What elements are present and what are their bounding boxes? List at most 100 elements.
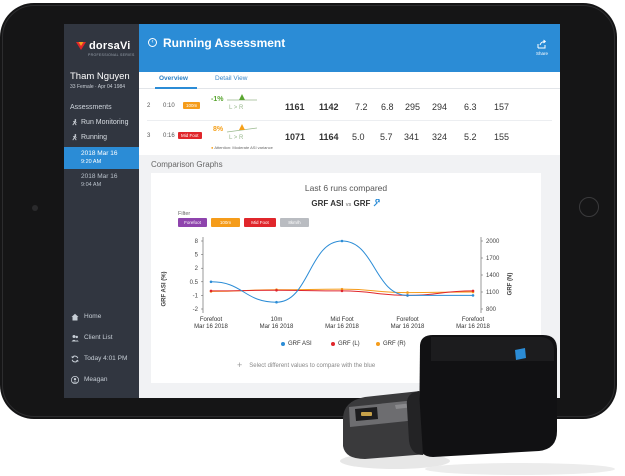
sidebar-item-running[interactable]: Running xyxy=(64,126,139,141)
user-icon xyxy=(71,375,79,384)
legend-dot xyxy=(331,342,335,346)
row-index: 3 xyxy=(147,133,151,139)
cell-value: 295 xyxy=(405,102,421,112)
x-tick-date: Mar 16 2018 xyxy=(391,324,425,330)
compare-hint[interactable]: + Select different values to compare with… xyxy=(237,360,375,370)
lr-indicator: L > R xyxy=(229,105,244,111)
row-divider xyxy=(147,120,552,121)
data-point xyxy=(340,239,344,243)
sidebar-item-run-monitoring[interactable]: Run Monitoring xyxy=(64,111,139,126)
balance-indicator-icon xyxy=(227,94,257,101)
section-title: Comparison Graphs xyxy=(151,160,223,169)
legend-item[interactable]: GRF (L) xyxy=(331,341,360,347)
tab-bar: Overview Detail View xyxy=(139,72,560,89)
run-session-item[interactable]: 2018 Mar 16 9:04 AM xyxy=(64,170,139,192)
chart-title-vs: vs xyxy=(345,202,352,208)
cell-value: 5.2 xyxy=(464,132,477,142)
home-hardware-button[interactable] xyxy=(579,197,599,217)
nav-label: Home xyxy=(84,313,102,320)
nav-client-list[interactable]: Client List xyxy=(64,327,139,348)
x-tick-label: Forefoot xyxy=(200,317,223,323)
back-button[interactable]: ‹ xyxy=(148,38,157,47)
sync-icon xyxy=(71,355,79,362)
chart-subtitle: Last 6 runs compared xyxy=(304,183,388,193)
data-point xyxy=(406,291,409,294)
run-time: 9:20 AM xyxy=(81,159,102,165)
legend-label: GRF (L) xyxy=(338,341,360,347)
legend-dot xyxy=(376,342,380,346)
filter-chip-speed[interactable]: 8km/h xyxy=(280,218,309,227)
asi-percent: -1% xyxy=(211,96,224,103)
run-date: 2018 Mar 16 xyxy=(81,150,118,157)
cell-value: 294 xyxy=(432,102,448,112)
legend-item[interactable]: GRF (R) xyxy=(376,341,406,347)
x-tick-date: Mar 16 2018 xyxy=(456,324,490,330)
camera xyxy=(32,205,38,211)
nav-sync[interactable]: Today 4:01 PM xyxy=(64,348,139,369)
home-icon xyxy=(71,313,79,320)
runner-icon xyxy=(72,134,77,141)
cell-value: 6.8 xyxy=(381,102,394,112)
filter-chip-mid-foot[interactable]: Mid Foot xyxy=(244,218,276,227)
filter-chip-100m[interactable]: 100m xyxy=(211,218,240,227)
tablet-frame: dorsaVi PROFESSIONAL SERIES Tham Nguyen … xyxy=(0,3,617,419)
data-point xyxy=(471,289,475,293)
y-right-tick-label: 1400 xyxy=(486,273,500,279)
share-button[interactable]: Share xyxy=(532,39,552,56)
run-session-item[interactable]: 2018 Mar 16 9:20 AM xyxy=(64,147,139,169)
nav-home[interactable]: Home xyxy=(64,306,139,327)
chart-title-left: GRF ASI xyxy=(311,199,344,208)
brand-name: dorsaVi xyxy=(89,39,131,52)
table-row[interactable]: 2 0:10 100m -1% L > R 1161 1142 7.2 6.8 … xyxy=(139,93,560,123)
cell-value: 324 xyxy=(432,132,448,142)
table-row[interactable]: 3 0:16 Mid Foot 8% L > R ● Attention: Mo… xyxy=(139,123,560,153)
back-arrow-icon: ‹ xyxy=(151,39,154,45)
asi-percent: 8% xyxy=(213,126,224,133)
legend-label: GRF (R) xyxy=(383,341,406,347)
x-tick-date: Mar 16 2018 xyxy=(260,324,294,330)
cell-value: 5.0 xyxy=(352,132,365,142)
y-left-tick-label: 5 xyxy=(195,253,199,259)
x-tick-label: Forefoot xyxy=(462,317,485,323)
results-table: 2 0:10 100m -1% L > R 1161 1142 7.2 6.8 … xyxy=(139,89,560,155)
tab-detail-view[interactable]: Detail View xyxy=(215,75,248,82)
plus-icon: + xyxy=(237,360,243,370)
series-line xyxy=(210,240,473,303)
cell-value: 7.2 xyxy=(355,102,368,112)
tab-overview[interactable]: Overview xyxy=(159,75,188,82)
legend-dot xyxy=(281,342,285,346)
nav-user[interactable]: Meagan xyxy=(64,369,139,390)
nav-label: Client List xyxy=(84,334,113,341)
sidebar: dorsaVi PROFESSIONAL SERIES Tham Nguyen … xyxy=(64,24,139,398)
chart-title: GRF ASI vs GRF xyxy=(151,198,541,208)
y-right-tick-label: 1100 xyxy=(486,290,500,296)
comparison-chart[interactable]: 8520.5-1-22000170014001100800ForefootMar… xyxy=(151,231,541,341)
cell-value: 157 xyxy=(494,102,510,112)
y-left-tick-label: -1 xyxy=(193,293,199,299)
wrench-icon[interactable] xyxy=(373,198,381,207)
asi-warning: ● Attention: Moderate ASI variance xyxy=(211,145,273,150)
y-left-tick-label: 2 xyxy=(195,266,199,272)
x-tick-label: 10m xyxy=(271,317,283,323)
legend-item[interactable]: GRF ASI xyxy=(281,341,312,347)
app-header: ‹ Running Assessment Share xyxy=(139,24,560,72)
x-tick-label: Forefoot xyxy=(396,317,419,323)
run-date: 2018 Mar 16 xyxy=(81,173,118,180)
sidebar-item-label: Running xyxy=(81,134,108,141)
sensor-device xyxy=(340,335,615,475)
cell-value: 155 xyxy=(494,132,510,142)
y-right-tick-label: 1700 xyxy=(486,256,500,262)
assessments-label: Assessments xyxy=(70,104,112,111)
y-left-tick-label: 8 xyxy=(195,239,199,245)
cell-value: 1142 xyxy=(319,102,339,112)
filter-chip-forefoot[interactable]: Forefoot xyxy=(178,218,207,227)
data-point xyxy=(340,289,344,293)
x-tick-date: Mar 16 2018 xyxy=(194,324,228,330)
active-tab-indicator xyxy=(155,87,197,89)
y-right-tick-label: 2000 xyxy=(486,239,500,245)
data-point xyxy=(209,280,213,284)
data-point xyxy=(209,289,213,293)
patient-details: 33 Female · Apr 04 1984 xyxy=(70,84,126,90)
cell-value: 1164 xyxy=(319,132,339,142)
share-label: Share xyxy=(535,51,548,56)
